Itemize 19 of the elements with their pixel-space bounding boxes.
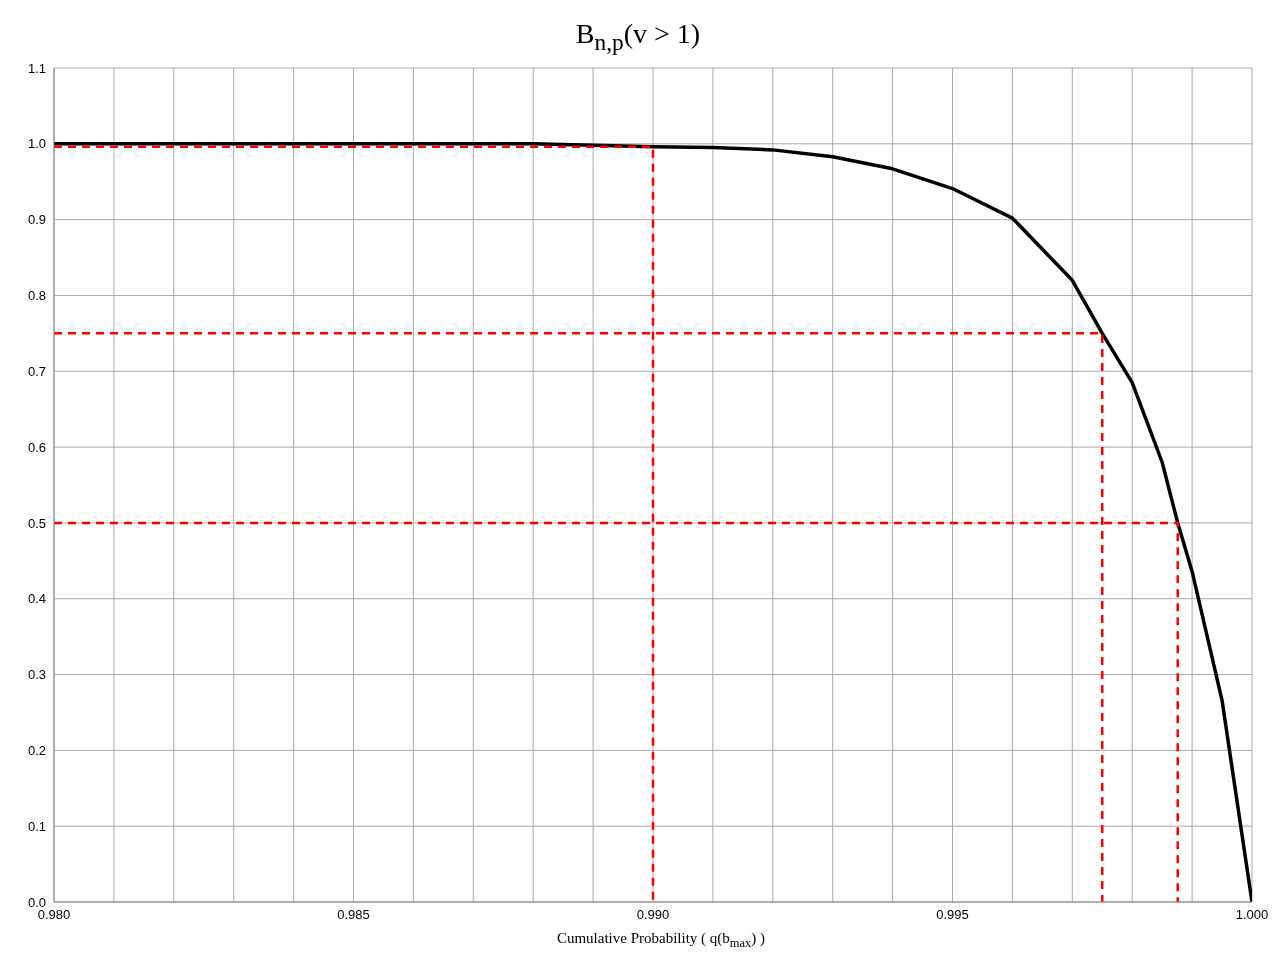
y-tick-label: 0.7 bbox=[27, 363, 46, 379]
y-tick-label: 0.1 bbox=[27, 818, 46, 834]
x-tick-label: 1.000 bbox=[1235, 907, 1269, 923]
y-tick-label: 0.4 bbox=[27, 591, 46, 607]
x-tick-label: 0.985 bbox=[337, 907, 370, 923]
x-tick-label: 0.980 bbox=[37, 907, 71, 923]
y-tick-label: 0.0 bbox=[27, 894, 46, 910]
y-tick-label: 1.1 bbox=[27, 60, 46, 76]
chart-title: B$_{n,p}$(v > 1) bbox=[574, 17, 702, 57]
y-tick-label: 0.3 bbox=[27, 667, 46, 683]
x-tick-label: 0.995 bbox=[936, 907, 969, 923]
y-tick-label: 0.9 bbox=[27, 212, 46, 228]
x-axis-title: Cumulative Probability ( q(b$_{max}$) ) bbox=[555, 930, 767, 951]
y-tick-label: 0.2 bbox=[27, 742, 46, 758]
y-tick-label: 0.8 bbox=[27, 288, 46, 304]
y-tick-label: 0.6 bbox=[27, 439, 46, 455]
y-tick-label: 1.0 bbox=[27, 136, 46, 152]
y-tick-label: 0.5 bbox=[27, 515, 46, 531]
x-tick-label: 0.990 bbox=[636, 907, 670, 923]
